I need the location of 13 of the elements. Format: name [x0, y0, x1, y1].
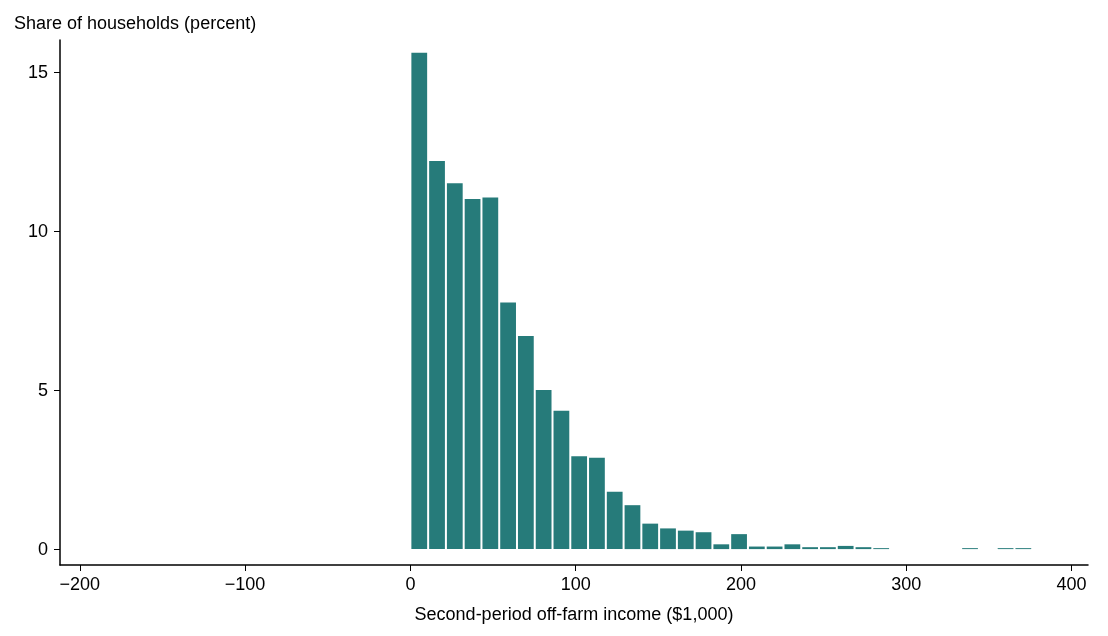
x-tick-label: 0: [405, 574, 416, 594]
x-axis-title: Second-period off-farm income ($1,000): [414, 604, 734, 624]
y-tick-label: 10: [27, 220, 48, 241]
x-tick-label: 100: [560, 574, 591, 594]
y-tick-label: 5: [37, 380, 48, 400]
x-tick-label: 200: [725, 574, 756, 594]
x-tick-label: −100: [224, 574, 266, 594]
x-tick-label: 400: [1056, 574, 1087, 594]
y-tick-label: 0: [37, 539, 48, 560]
y-tick-label: 15: [27, 61, 48, 82]
x-tick-label: 300: [891, 574, 922, 594]
y-axis-title: Share of households (percent): [14, 13, 257, 33]
x-tick-label: −200: [59, 574, 101, 594]
